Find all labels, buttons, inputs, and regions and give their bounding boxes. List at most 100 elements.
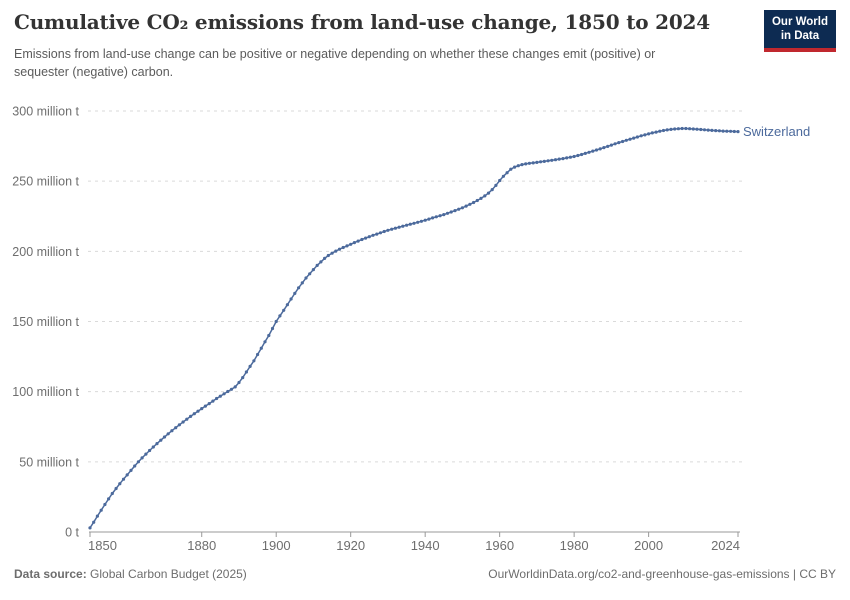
data-point	[211, 399, 215, 403]
data-point	[483, 194, 487, 198]
data-point	[297, 286, 301, 290]
series-line-switzerland[interactable]	[89, 127, 739, 529]
page-title: Cumulative CO₂ emissions from land-use c…	[14, 10, 710, 34]
data-point	[293, 291, 297, 295]
data-point	[356, 239, 360, 243]
data-point	[624, 138, 628, 142]
data-point	[218, 394, 222, 398]
data-point	[434, 215, 438, 219]
data-point	[706, 128, 710, 132]
x-axis-tick-label: 2000	[634, 538, 663, 553]
owid-logo-line1: Our World	[771, 16, 828, 28]
data-point	[639, 134, 643, 138]
data-source[interactable]: Data source: Global Carbon Budget (2025)	[14, 567, 247, 581]
data-point	[691, 127, 695, 131]
data-point	[177, 423, 181, 427]
data-point	[349, 242, 353, 246]
data-point	[572, 154, 576, 159]
data-point	[326, 253, 330, 258]
data-point	[699, 127, 703, 132]
owid-logo[interactable]: Our World in Data	[763, 10, 836, 52]
data-point	[453, 209, 457, 213]
data-point	[252, 359, 256, 363]
data-point	[170, 429, 174, 433]
data-point	[352, 241, 356, 245]
data-point	[222, 392, 226, 396]
data-point	[207, 402, 211, 406]
data-point	[229, 387, 234, 391]
data-point	[390, 227, 394, 231]
data-point	[196, 409, 200, 413]
data-point	[423, 218, 427, 222]
data-point	[494, 183, 498, 187]
data-point	[159, 438, 163, 442]
y-axis-tick-label: 250 million t	[12, 175, 79, 189]
x-axis-tick-label: 1920	[336, 538, 365, 553]
data-point	[148, 448, 152, 453]
data-point	[513, 165, 517, 169]
data-point	[688, 127, 692, 131]
data-point	[226, 389, 230, 394]
data-point	[140, 456, 144, 460]
y-axis-tick-label: 50 million t	[19, 455, 79, 469]
x-axis-tick-label: 2024	[711, 538, 740, 553]
data-point	[300, 281, 304, 285]
chart-footer: Data source: Global Carbon Budget (2025)…	[14, 567, 836, 581]
chart-subtitle: Emissions from land-use change can be po…	[14, 47, 656, 79]
data-point	[583, 151, 587, 155]
data-point	[237, 380, 241, 385]
data-point	[565, 156, 569, 160]
data-point	[263, 340, 267, 344]
data-point	[498, 178, 502, 183]
data-point	[621, 139, 625, 144]
data-source-label: Data source:	[14, 567, 87, 581]
data-point	[531, 161, 535, 165]
data-point	[557, 157, 561, 161]
data-point	[609, 143, 614, 147]
data-point	[524, 162, 528, 166]
data-point	[431, 216, 435, 220]
data-point	[732, 129, 736, 134]
data-point	[714, 129, 718, 133]
footer-link[interactable]: OurWorldinData.org/co2-and-greenhouse-ga…	[488, 567, 836, 581]
x-axis-tick-label: 1900	[262, 538, 291, 553]
data-point	[121, 477, 126, 481]
data-point	[680, 126, 684, 131]
data-point	[337, 247, 342, 251]
data-point	[405, 223, 409, 227]
data-point	[233, 385, 237, 389]
data-point	[289, 297, 293, 301]
data-point	[460, 206, 464, 210]
data-point	[311, 268, 315, 272]
data-point	[438, 214, 442, 218]
data-point	[248, 364, 252, 368]
data-point	[717, 129, 722, 133]
data-point	[259, 346, 263, 350]
data-point	[516, 164, 520, 168]
x-axis-tick-label: 1850	[88, 538, 117, 553]
data-point	[95, 514, 99, 518]
data-point	[442, 213, 446, 217]
data-point	[323, 256, 327, 260]
data-point	[520, 163, 524, 167]
data-point	[643, 133, 647, 137]
data-point	[509, 167, 513, 171]
data-point	[125, 473, 129, 477]
data-point	[673, 127, 677, 131]
data-point	[613, 142, 617, 146]
data-point	[144, 452, 148, 456]
data-point	[542, 159, 546, 163]
data-point	[174, 426, 178, 430]
data-point	[375, 232, 379, 236]
data-point	[669, 127, 673, 131]
data-point	[479, 196, 483, 200]
data-point	[412, 221, 416, 225]
data-point	[602, 146, 606, 150]
data-point	[364, 236, 368, 240]
y-axis-tick-label: 300 million t	[12, 105, 79, 119]
data-point	[133, 464, 137, 468]
data-point	[181, 420, 185, 424]
data-point	[654, 130, 658, 134]
